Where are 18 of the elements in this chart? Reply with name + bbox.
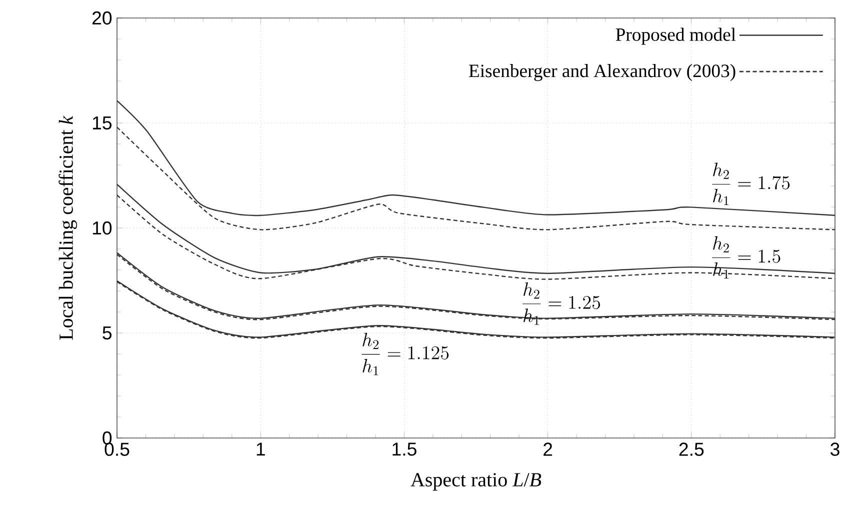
legend-label: Eisenberger and Alexandrov (2003) (468, 64, 736, 82)
y-axis-title: Local buckling coefficient k (58, 116, 78, 340)
x-axis-title: Aspect ratio L/B (410, 473, 542, 491)
annotation: $\frac{h_2}{h_1}=1.25$ (522, 282, 600, 325)
annotation: $\frac{h_2}{h_1}=1.5$ (712, 236, 780, 279)
x-tick-label: 3 (830, 442, 840, 456)
x-tick-label: 0.5 (104, 442, 130, 456)
y-tick-label: 10 (92, 221, 112, 235)
legend-label: Proposed model (616, 28, 736, 45)
x-tick-label: 1 (256, 442, 265, 456)
x-tick-label: 2 (544, 442, 552, 456)
annotation: $\frac{h_2}{h_1}=1.125$ (362, 332, 449, 376)
x-tick-label: 2.5 (679, 442, 704, 456)
annotation: $\frac{h_2}{h_1}=1.75$ (712, 162, 790, 206)
y-tick-label: 5 (102, 326, 112, 340)
x-tick-label: 1.5 (392, 442, 416, 456)
y-tick-label: 15 (92, 116, 112, 130)
y-tick-label: 20 (92, 11, 112, 25)
